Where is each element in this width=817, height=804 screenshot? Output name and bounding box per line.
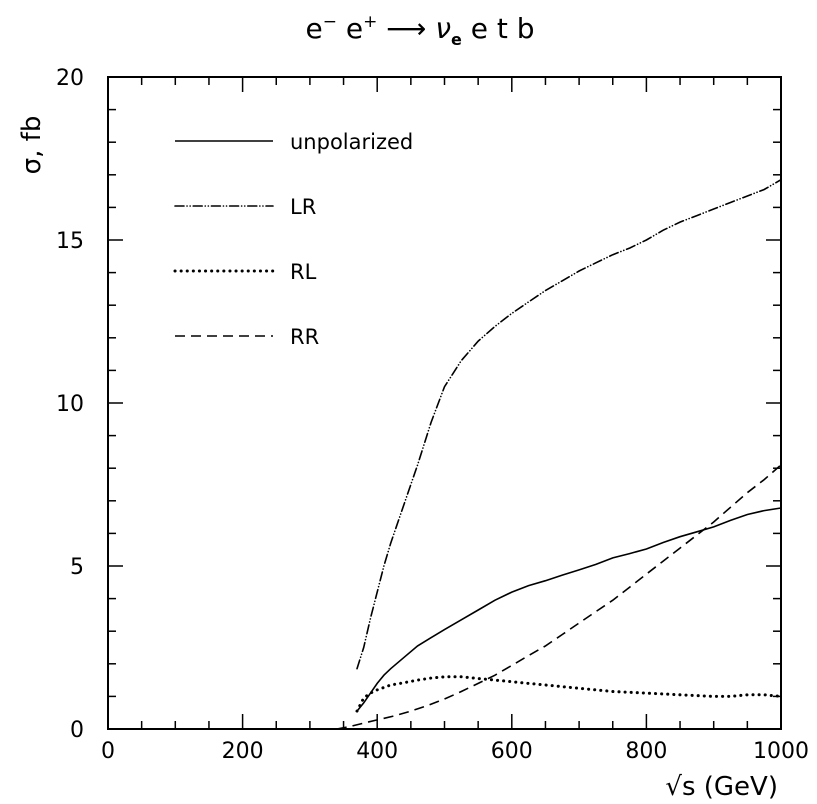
title-arrow: ⟶ (386, 12, 426, 45)
x-tick-label: 1000 (753, 739, 809, 764)
chart-title: e− e+ ⟶ νe e t b (305, 12, 534, 49)
y-tick-label: 5 (70, 555, 84, 580)
title-rhs-neutrino: ν (435, 12, 451, 45)
legend-label-rl: RL (290, 260, 317, 284)
y-axis-label: σ, fb (17, 116, 47, 175)
series-line-rl (355, 675, 783, 713)
axis-ticks: 0 200 400 600 800 1000 0 5 10 15 20 (56, 66, 809, 764)
x-tick-label: 0 (101, 739, 115, 764)
plot-frame (107, 76, 782, 730)
series-line-unpolarized (356, 507, 782, 712)
y-tick-label: 15 (56, 229, 84, 254)
legend-label-unpolarized: unpolarized (290, 130, 413, 154)
title-lhs-electron-charge: − (323, 12, 337, 32)
series-line-lr (356, 178, 782, 670)
legend-label-lr: LR (290, 195, 316, 219)
y-tick-label: 10 (56, 392, 84, 417)
plot-series (336, 178, 783, 730)
legend-label-rr: RR (290, 325, 319, 349)
title-lhs-positron: e (346, 12, 363, 45)
series-line-rr (336, 464, 782, 730)
x-axis-label: √s (GeV) (665, 772, 778, 802)
x-tick-label: 600 (491, 739, 533, 764)
x-tick-label: 400 (356, 739, 398, 764)
y-tick-label: 0 (70, 718, 84, 743)
title-rhs-final-state: e t b (471, 12, 535, 45)
title-lhs-electron: e (305, 12, 322, 45)
x-tick-label: 800 (625, 739, 667, 764)
title-rhs-neutrino-flavour: e (451, 30, 462, 49)
title-lhs-positron-charge: + (363, 12, 377, 32)
x-tick-label: 200 (222, 739, 264, 764)
y-tick-label: 20 (56, 66, 84, 91)
legend: unpolarized LR RL RR (173, 130, 413, 349)
